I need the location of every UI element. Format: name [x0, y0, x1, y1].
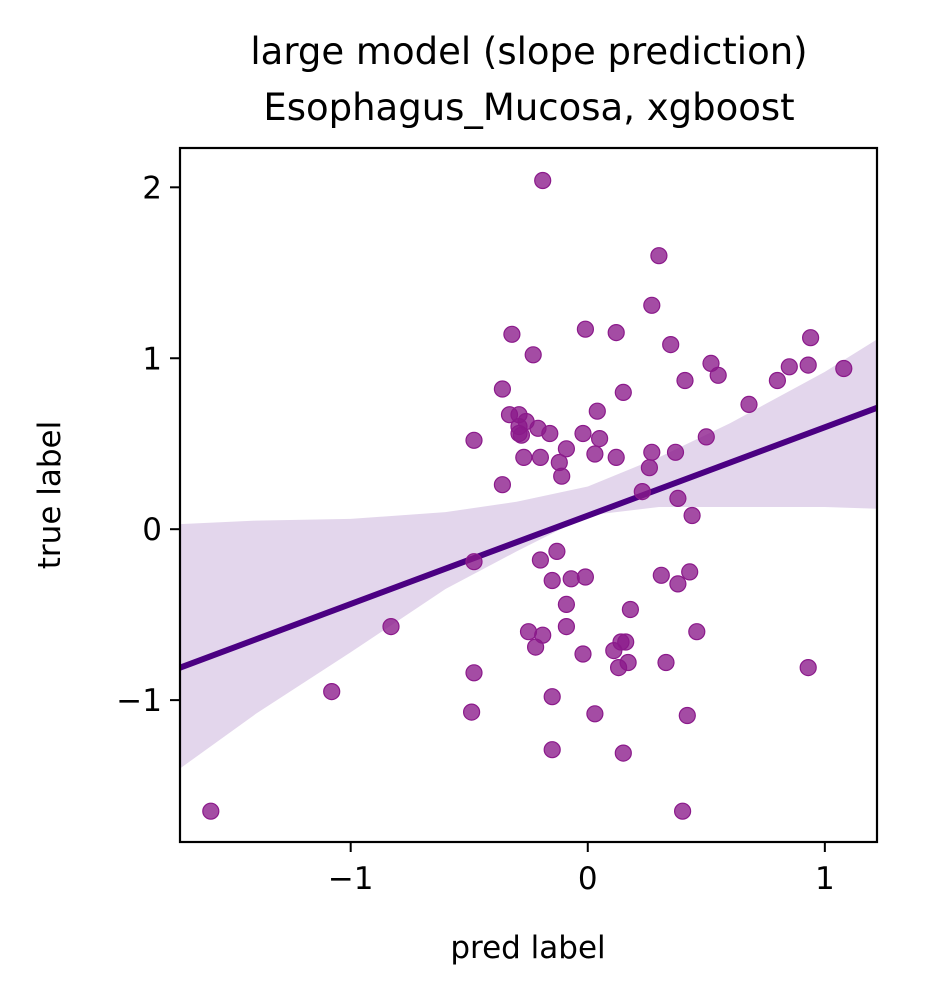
data-point	[576, 568, 595, 586]
data-point	[652, 566, 670, 584]
data-point	[493, 476, 511, 494]
data-point	[643, 296, 661, 314]
data-point	[799, 658, 817, 677]
data-point	[548, 542, 566, 561]
data-point	[515, 448, 533, 466]
confidence-band-layer	[180, 339, 877, 769]
data-point	[633, 483, 651, 501]
y-axis-label: true label	[32, 421, 68, 569]
data-point	[465, 553, 483, 571]
data-point	[534, 171, 552, 190]
data-point	[465, 431, 483, 449]
data-point	[543, 741, 561, 759]
data-point	[799, 356, 817, 374]
data-point	[465, 664, 483, 682]
y-tick-label: −1	[116, 683, 162, 719]
y-tick-label: 1	[142, 341, 162, 377]
data-point	[697, 428, 715, 446]
data-point	[574, 424, 592, 443]
data-point	[493, 380, 511, 398]
data-point	[586, 445, 604, 463]
data-point	[323, 682, 341, 701]
y-tick-label: 0	[142, 512, 162, 548]
data-point	[543, 688, 561, 706]
data-point	[557, 440, 576, 458]
fit-line-layer	[178, 405, 879, 671]
data-point	[614, 744, 632, 762]
data-point	[673, 802, 692, 820]
data-point	[557, 617, 576, 636]
data-point	[683, 506, 701, 525]
data-point	[557, 595, 576, 614]
regression-line	[178, 405, 879, 671]
x-tick-label: −1	[328, 861, 374, 897]
data-point	[531, 448, 550, 466]
data-point	[801, 329, 820, 347]
data-point	[543, 571, 561, 590]
data-point	[650, 247, 668, 265]
data-point	[519, 623, 538, 641]
data-point	[541, 424, 559, 443]
chart-subtitle: Esophagus_Mucosa, xgboost	[263, 86, 794, 129]
data-point	[835, 359, 853, 378]
data-point	[669, 575, 687, 593]
data-point	[678, 706, 696, 725]
data-point	[590, 430, 609, 448]
chart-title: large model (slope prediction)	[250, 30, 807, 73]
data-point	[640, 459, 659, 477]
data-point	[586, 705, 604, 723]
data-point	[688, 623, 706, 641]
data-point	[382, 617, 400, 636]
points-layer	[202, 171, 853, 820]
x-tick-label: 0	[578, 861, 598, 897]
data-point	[607, 324, 625, 342]
y-axis: −1 0 1 2	[116, 170, 180, 719]
data-point	[617, 633, 635, 651]
data-point	[780, 358, 798, 376]
data-point	[662, 336, 680, 354]
data-point	[576, 320, 595, 338]
data-point	[562, 570, 580, 588]
confidence-band	[180, 339, 877, 769]
data-point	[524, 346, 542, 364]
data-point	[676, 371, 694, 390]
data-point	[643, 443, 661, 461]
data-point	[669, 489, 687, 507]
data-point	[657, 653, 675, 672]
x-tick-label: 1	[815, 861, 835, 897]
data-point	[621, 600, 640, 619]
y-tick-label: 2	[142, 170, 162, 206]
data-point	[666, 443, 685, 461]
data-point	[202, 802, 220, 820]
data-point	[553, 467, 571, 485]
data-point	[768, 371, 787, 390]
data-point	[607, 448, 625, 466]
data-point	[619, 653, 637, 672]
data-point	[614, 383, 632, 401]
data-point	[709, 366, 727, 384]
data-point	[588, 402, 606, 420]
data-point	[574, 645, 592, 663]
plot-frame	[178, 146, 879, 844]
data-point	[503, 325, 521, 343]
data-point	[681, 563, 699, 581]
x-axis: −1 0 1	[328, 842, 835, 897]
x-axis-label: pred label	[450, 930, 605, 966]
data-point	[531, 551, 550, 569]
data-point	[740, 395, 758, 413]
data-point	[534, 626, 552, 644]
data-point	[463, 703, 481, 721]
